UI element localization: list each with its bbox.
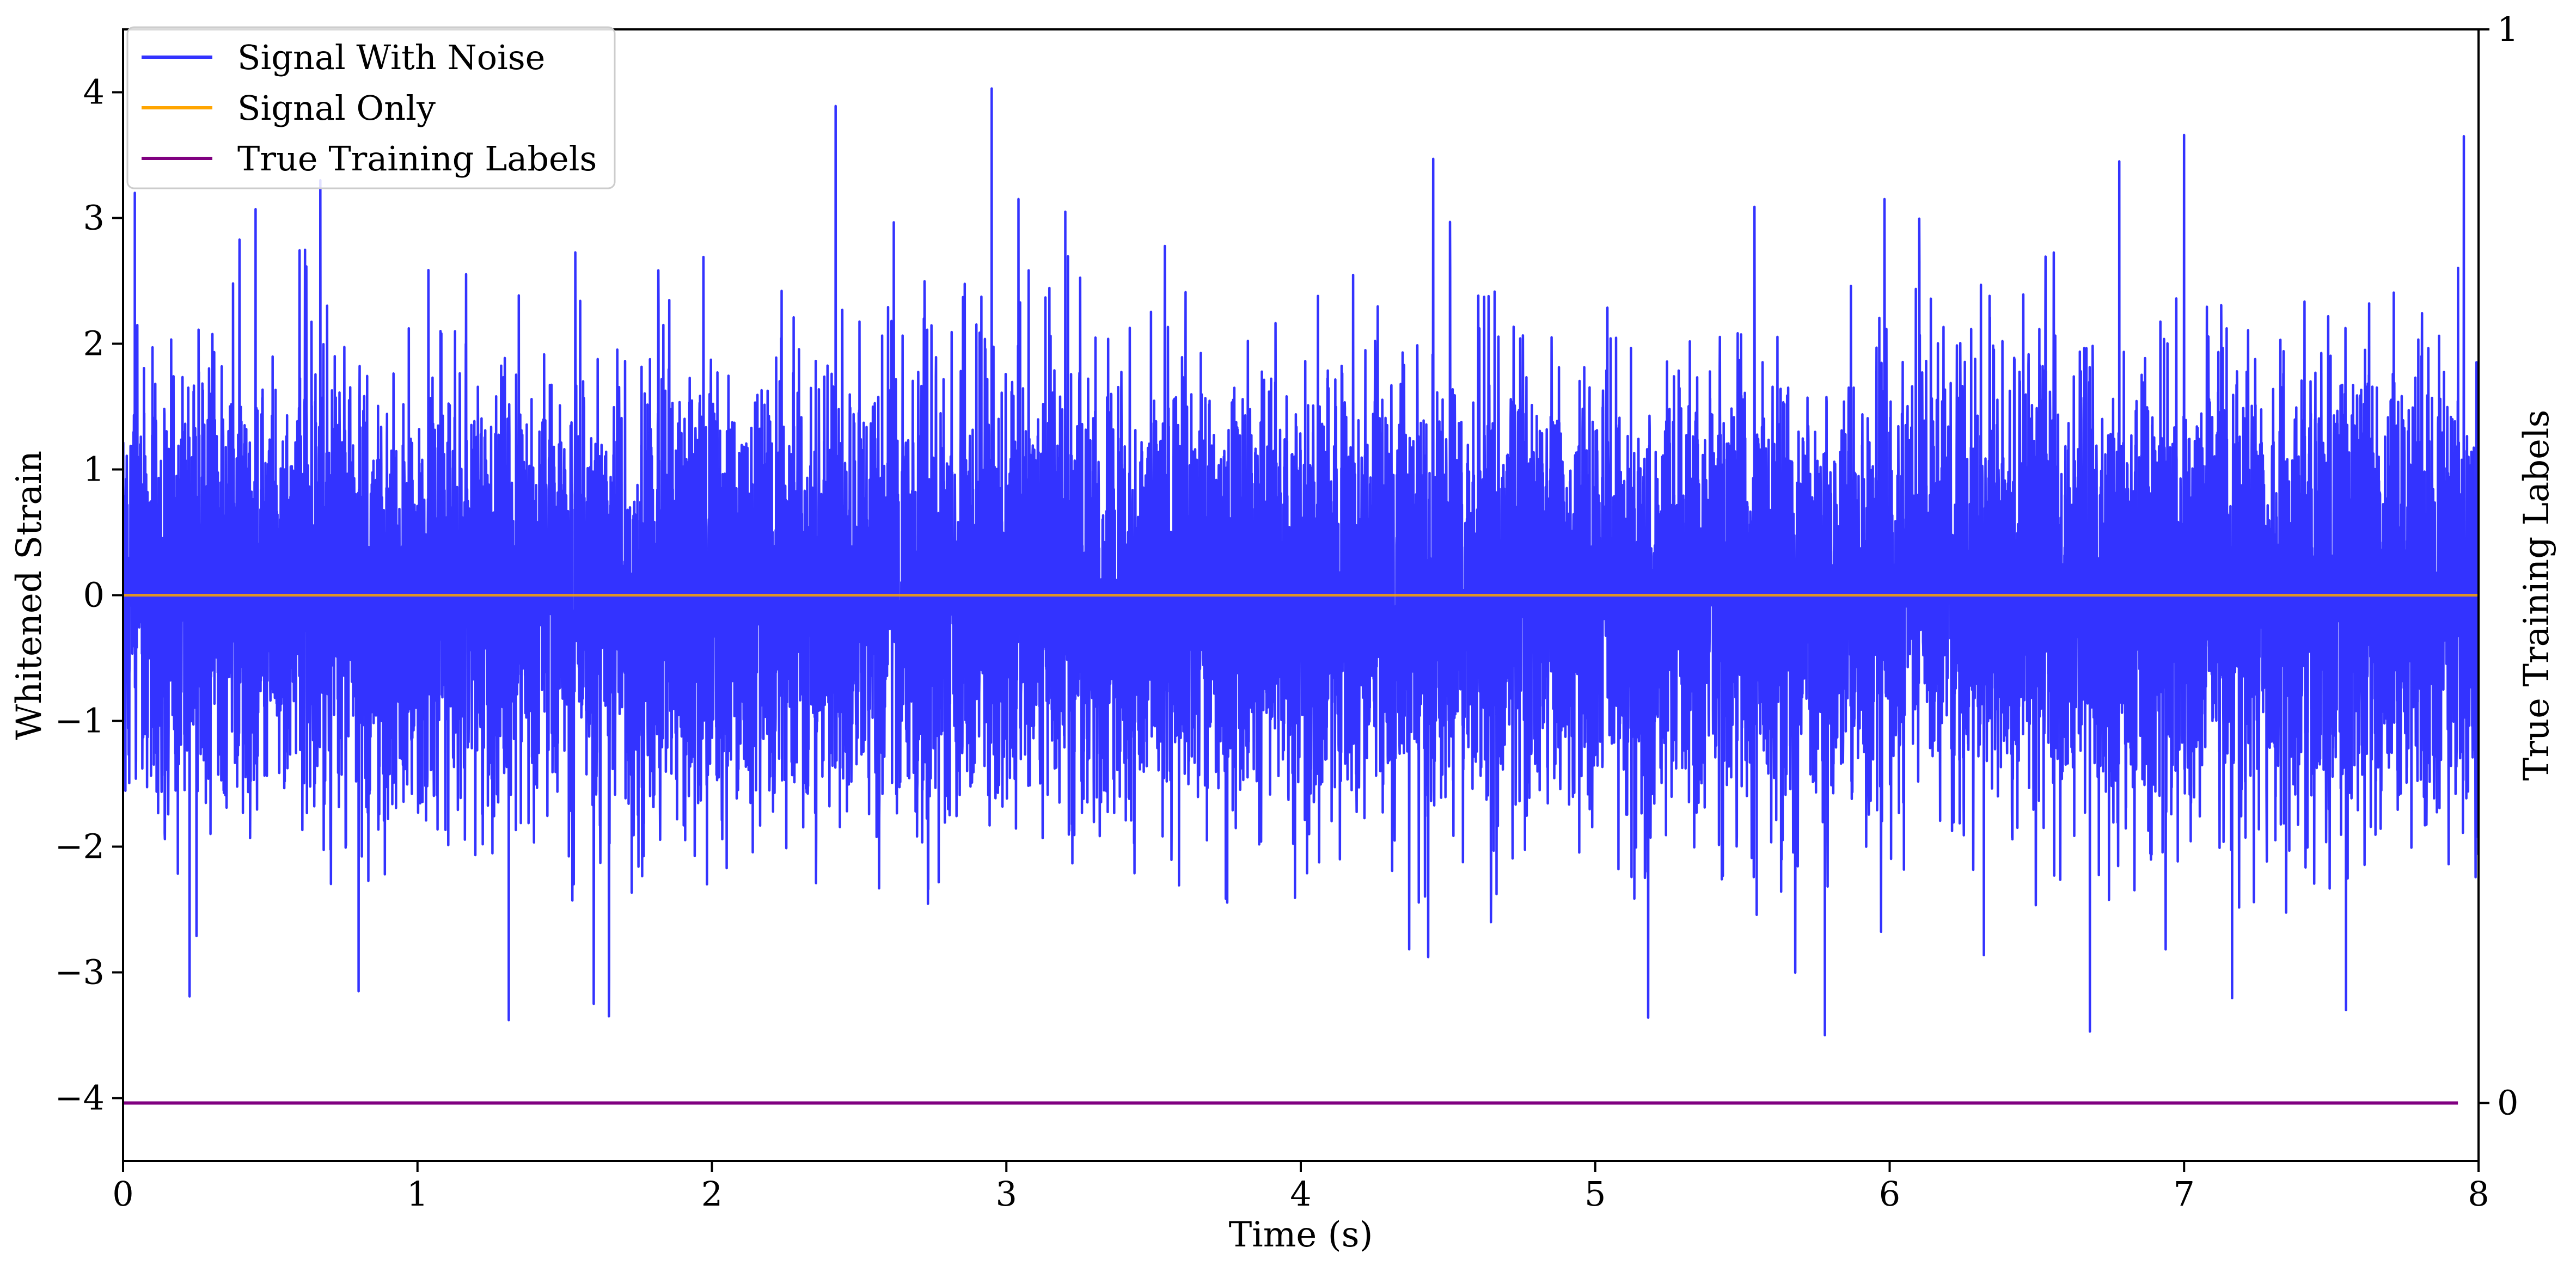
legend-label: True Training Labels (237, 139, 597, 179)
x-tick-label: 2 (701, 1174, 723, 1214)
y-tick-label: 4 (83, 72, 105, 112)
x-tick-label: 8 (2468, 1174, 2489, 1214)
x-tick-label: 3 (996, 1174, 1017, 1214)
x-tick-label: 6 (1879, 1174, 1900, 1214)
legend-label: Signal Only (237, 88, 436, 128)
legend-label: Signal With Noise (237, 38, 545, 77)
legend-box (126, 26, 616, 189)
x-axis-label: Time (s) (1229, 1215, 1373, 1255)
series-signal-with-noise (123, 87, 2479, 1037)
y-tick-label: 3 (83, 198, 105, 238)
x-tick-label: 7 (2174, 1174, 2195, 1214)
plot-area (123, 87, 2479, 1105)
y-tick-label: −4 (55, 1078, 105, 1118)
axes: 0 1 2 3 4 5 6 7 8 −4 −3 −2 −1 0 1 2 3 4 0 1 Time (s) Whitened… (9, 9, 2557, 1255)
y-tick-label: 1 (83, 450, 105, 489)
y-tick-label: 0 (83, 575, 105, 615)
x-tick-label: 4 (1290, 1174, 1311, 1214)
x-tick-label: 0 (112, 1174, 133, 1214)
legend: Signal With Noise Signal Only True Trainin… (126, 26, 616, 189)
y2-tick-label: 0 (2497, 1083, 2518, 1122)
y2-axis-label: True Training Labels (2517, 410, 2557, 781)
x-tick-label: 1 (407, 1174, 428, 1214)
x-tick-label: 5 (1584, 1174, 1606, 1214)
y-tick-label: −2 (55, 827, 105, 867)
y-tick-label: −3 (55, 953, 105, 992)
y-tick-label: 2 (83, 324, 105, 364)
y-tick-label: −1 (55, 701, 105, 741)
y-axis-label: Whitened Strain (9, 451, 50, 740)
y2-tick-label: 1 (2497, 9, 2518, 49)
